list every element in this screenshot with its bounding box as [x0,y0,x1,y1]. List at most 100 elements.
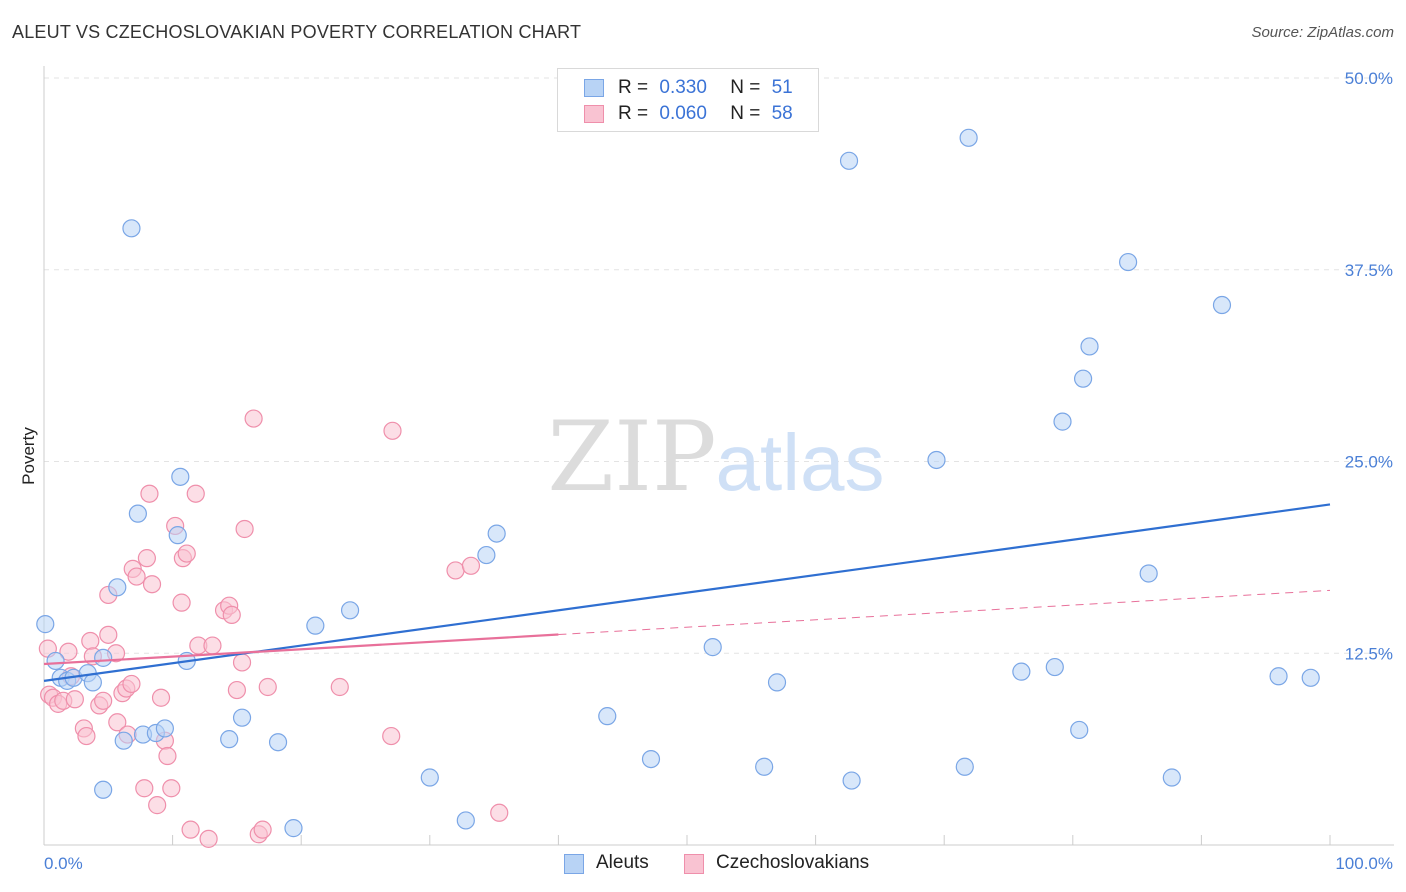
legend-n-value: 58 [771,103,793,124]
aleuts-point [755,757,774,776]
bottom-legend-swatch-aleuts [564,854,584,874]
czechoslovakians-point [199,829,218,848]
czechoslovakians-trend-line-dashed [558,589,1331,636]
czechoslovakians-point [59,642,78,661]
legend: R = 0.330 N = 51 R = 0.060 N = 58 [557,68,819,132]
czechoslovakians-point [127,567,146,586]
x-tick-label: 100.0% [1335,854,1393,873]
czechoslovakians-point [99,625,118,644]
czechoslovakians-point [181,820,200,839]
aleuts-point [1070,720,1089,740]
legend-r-label: R = [618,77,649,98]
czechoslovakians-point [227,680,246,700]
y-tick-label: 37.5% [1345,261,1393,280]
aleuts-point [842,771,861,790]
czechoslovakians-point [108,713,127,732]
czechoslovakians-point [148,796,167,815]
czechoslovakians-point [137,549,156,568]
czechoslovakians-point [94,691,113,710]
aleuts-point [456,811,475,830]
czechoslovakians-point [330,677,349,697]
czechoslovakians-point [172,593,191,612]
czechoslovakians-point [382,726,401,746]
aleuts-point [46,651,65,671]
grid-lines [44,77,1394,654]
aleuts-point [1053,412,1072,431]
czechoslovakians-point [151,688,171,707]
aleuts-point [641,749,661,769]
legend-swatch-aleuts [584,79,604,97]
axes [43,66,1394,846]
trend-lines [43,503,1331,682]
czechoslovakians-point [135,779,154,798]
czechoslovakians-point [77,726,96,746]
czechoslovakians-point [177,544,196,563]
czechoslovakians-point [235,519,254,539]
aleuts-point [168,526,187,545]
czechoslovakians-point [446,561,465,580]
aleuts-point [1080,337,1099,356]
aleuts-point [114,731,133,750]
aleuts-point [94,648,113,667]
aleuts-point [122,219,141,238]
y-tick-label: 25.0% [1345,453,1393,472]
czechoslovakians-point [222,605,241,625]
aleuts-point [959,128,978,147]
czechoslovakians-point [232,653,252,672]
aleuts-point [420,768,439,787]
aleuts-point [36,615,55,634]
x-tick-label: 0.0% [44,854,83,873]
aleuts-point [1118,252,1138,272]
aleuts-point [128,504,147,523]
czechoslovakians-point [258,677,277,697]
aleuts-point [232,708,252,727]
czechoslovakians-point [244,409,263,428]
czechoslovakians-point [122,674,141,694]
aleuts-point [927,450,946,470]
aleuts-point [839,151,859,170]
czechoslovakians-point [81,631,100,651]
aleuts-point [1212,295,1232,315]
aleuts-point [955,757,974,776]
source-label: Source: ZipAtlas.com [1251,24,1394,41]
legend-n-value: 51 [771,77,793,98]
czechoslovakians-point [140,484,159,503]
aleuts-point [703,638,722,657]
aleuts-point [1269,667,1288,686]
czechoslovakians-point [461,556,481,575]
czechoslovakians-point [203,636,222,655]
aleuts-point [487,524,506,543]
bottom-legend-swatch-czechoslovakians [684,854,704,874]
y-axis-label: Poverty [19,427,38,485]
aleuts-point [94,780,113,799]
aleuts-point [1012,662,1031,681]
aleuts-point [477,545,496,565]
watermark-zip: ZIP [547,401,716,513]
aleuts-point [155,719,174,738]
czechoslovakians-point [490,803,509,822]
y-tick-label: 50.0% [1345,69,1393,88]
aleuts-point [1301,668,1320,687]
czechoslovakians-point [253,820,272,839]
aleuts-point [220,730,239,749]
aleuts-point [767,673,787,692]
aleuts-point [598,707,617,726]
legend-swatch-czechoslovakians [584,105,604,123]
aleuts-point [171,467,190,486]
legend-n-label: N = [730,77,761,98]
czechoslovakians-trend-line [43,633,559,666]
legend-r-value: 0.060 [659,103,707,124]
aleuts-point [1045,657,1064,677]
czechoslovakians-point [142,575,162,594]
aleuts-point [284,819,303,838]
tick-labels: 12.5% 25.0% 37.5% 50.0% 0.0% 100.0% [44,69,1393,873]
aleuts-point [340,601,360,620]
czechoslovakians-point [383,421,402,440]
legend-r-value: 0.330 [659,77,707,98]
legend-n-label: N = [730,103,761,124]
watermark-atlas: atlas [716,418,885,507]
czechoslovakians-point [65,690,84,709]
aleuts-point [108,578,127,597]
aleuts-point [268,733,288,752]
